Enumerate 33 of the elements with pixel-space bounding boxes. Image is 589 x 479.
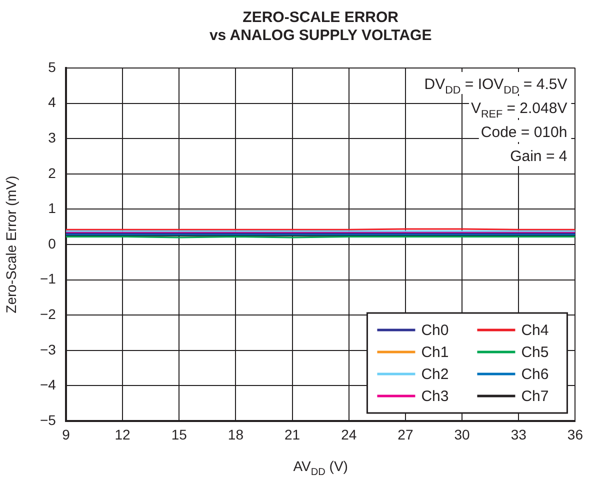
y-tick-label: 1 xyxy=(48,200,56,216)
x-tick-label: 24 xyxy=(341,426,357,442)
x-tick-label: 33 xyxy=(510,426,527,442)
x-tick-label: 27 xyxy=(398,426,414,442)
x-tick-label: 9 xyxy=(62,426,70,442)
y-tick-label: −5 xyxy=(40,412,56,428)
y-tick-label: 5 xyxy=(48,58,56,75)
x-tick-label: 21 xyxy=(284,426,300,442)
y-tick-label: 3 xyxy=(48,129,56,146)
y-tick-label: −3 xyxy=(40,341,56,358)
legend-label: Ch2 xyxy=(421,366,449,384)
x-tick-label: 12 xyxy=(114,426,131,442)
legend-label: Ch6 xyxy=(521,366,549,384)
y-tick-label: 4 xyxy=(48,94,56,110)
x-tick-label: 30 xyxy=(454,426,470,442)
y-tick-label: −1 xyxy=(40,270,56,287)
annotation: Code = 010h xyxy=(480,124,568,141)
legend-label: Ch4 xyxy=(521,322,549,340)
legend-label: Ch3 xyxy=(421,388,449,406)
annotation: Gain = 4 xyxy=(510,148,568,165)
x-tick-label: 15 xyxy=(171,426,188,442)
y-tick-label: 0 xyxy=(48,235,56,252)
x-tick-label: 36 xyxy=(567,426,584,442)
y-tick-label: −4 xyxy=(40,376,56,393)
y-axis-title: Zero-Scale Error (mV) xyxy=(3,176,19,314)
legend-label: Ch0 xyxy=(421,322,449,340)
legend-label: Ch7 xyxy=(521,388,549,406)
legend-label: Ch1 xyxy=(421,344,449,362)
y-tick-label: −2 xyxy=(40,306,56,322)
y-tick-label: 2 xyxy=(48,164,56,181)
legend-label: Ch5 xyxy=(521,344,549,362)
chart-title: ZERO-SCALE ERROR vs ANALOG SUPPLY VOLTAGE xyxy=(209,9,432,44)
x-tick-label: 18 xyxy=(228,426,244,442)
